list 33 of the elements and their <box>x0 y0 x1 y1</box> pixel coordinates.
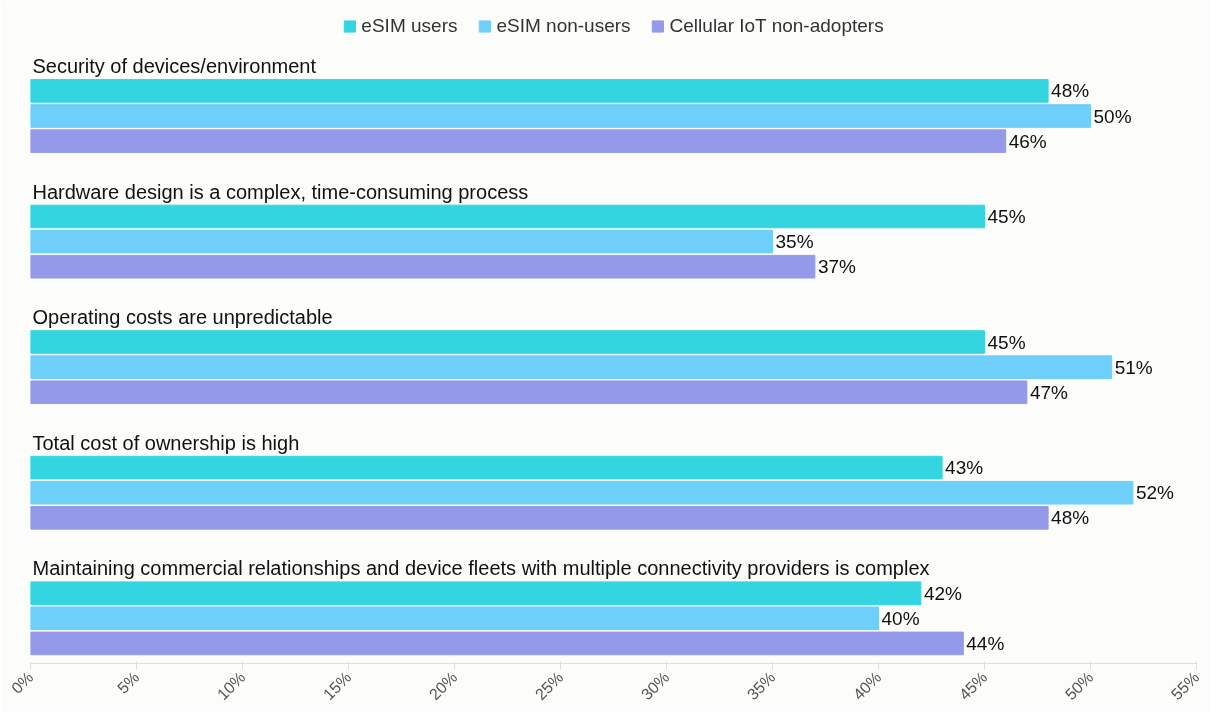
x-tick-label: 15% <box>319 668 355 704</box>
x-tick-label: 55% <box>1167 668 1203 704</box>
data-label: 42% <box>923 582 963 604</box>
data-label: 45% <box>987 331 1026 353</box>
legend-label: eSIM non-users <box>496 15 631 37</box>
data-label: 52% <box>1135 482 1175 504</box>
y-tick-label: Security of devices/environment <box>32 55 317 78</box>
data-label: 48% <box>1051 507 1090 529</box>
data-label: 45% <box>987 205 1026 227</box>
y-tick-label: Operating costs are unpredictable <box>32 306 333 329</box>
x-tick-label: 10% <box>213 668 249 704</box>
y-tick-label: Maintaining commercial relationships and device fleets with multiple connectivity providers is complex <box>32 557 930 580</box>
x-tick-label: 5% <box>114 668 143 697</box>
y-tick-label: Hardware design is a complex, time-consuming process <box>32 180 529 203</box>
data-label: 47% <box>1029 381 1069 403</box>
x-tick-label: 50% <box>1061 668 1097 704</box>
data-label: 46% <box>1008 130 1047 152</box>
x-tick-label: 40% <box>849 668 885 704</box>
x-tick-label: 0% <box>8 668 37 697</box>
x-tick-label: 45% <box>955 668 991 704</box>
data-label: 51% <box>1114 356 1153 378</box>
legend-label: Cellular IoT non-adopters <box>669 15 884 37</box>
data-label: 43% <box>945 457 984 479</box>
x-tick-label: 35% <box>743 668 779 704</box>
y-tick-label: Total cost of ownership is high <box>32 431 300 454</box>
data-label: 35% <box>775 231 814 253</box>
data-label: 48% <box>1051 80 1090 102</box>
x-tick-label: 30% <box>637 668 673 704</box>
data-label: 40% <box>881 607 920 629</box>
legend-label: eSIM users <box>361 15 458 37</box>
data-label: 44% <box>966 632 1005 654</box>
data-label: 37% <box>817 256 857 278</box>
data-label: 50% <box>1093 105 1132 127</box>
